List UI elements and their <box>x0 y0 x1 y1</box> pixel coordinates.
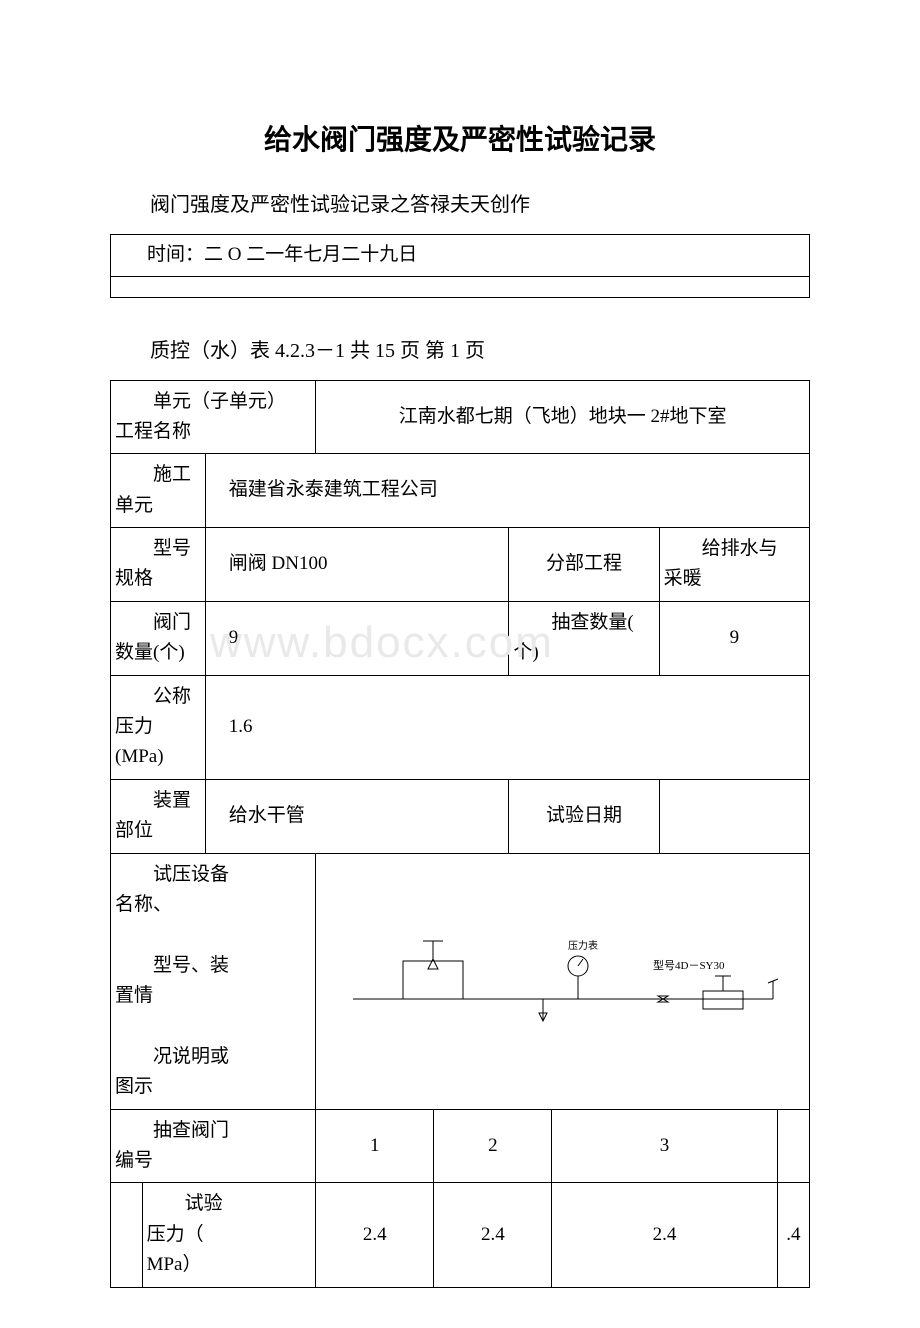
row-contractor: 施工单元 福建省永泰建筑工程公司 <box>111 454 810 528</box>
label-equipment: 试压设备名称、 型号、装置情 况说明或图示 <box>111 853 316 1109</box>
pressure-diagram-svg: 压力表 型号4D－SY30 <box>333 921 793 1041</box>
label-subproject: 分部工程 <box>509 528 659 602</box>
value-subproject: 给排水与采暖 <box>659 528 809 602</box>
row-valve-num: 抽查阀门编号 1 2 3 <box>111 1109 810 1183</box>
value-pressure: 1.6 <box>205 675 809 779</box>
label-model: 型号规格 <box>111 528 206 602</box>
value-valve-qty: 9 <box>205 601 509 675</box>
label-location: 装置部位 <box>111 779 206 853</box>
label-pressure: 公称压力(MPa) <box>111 675 206 779</box>
label-valve-qty: 阀门数量(个) <box>111 601 206 675</box>
valve-num-1: 1 <box>316 1109 434 1183</box>
valve-num-3: 3 <box>552 1109 777 1183</box>
time-box: 时间：二 O 二一年七月二十九日 <box>110 234 810 298</box>
value-location: 给水干管 <box>205 779 509 853</box>
svg-text:型号4D－SY30: 型号4D－SY30 <box>653 958 725 972</box>
time-blank <box>111 277 809 297</box>
svg-text:压力表: 压力表 <box>568 939 598 952</box>
value-model: 闸阀 DN100 <box>205 528 509 602</box>
label-contractor: 施工单元 <box>111 454 206 528</box>
tp-2: 2.4 <box>434 1183 552 1287</box>
subtitle: 阀门强度及严密性试验记录之答禄夫天创作 <box>110 190 810 220</box>
time-line: 时间：二 O 二一年七月二十九日 <box>111 235 809 277</box>
value-project: 江南水都七期（飞地）地块一 2#地下室 <box>316 380 810 454</box>
row-test-pressure: 试验压力（MPa） 2.4 2.4 2.4 .4 <box>111 1183 810 1287</box>
value-test-date <box>659 779 809 853</box>
page-title: 给水阀门强度及严密性试验记录 <box>110 120 810 162</box>
valve-num-2: 2 <box>434 1109 552 1183</box>
value-sample-qty: 9 <box>659 601 809 675</box>
row-valve-qty: 阀门数量(个) 9 抽查数量(个) 9 <box>111 601 810 675</box>
label-valve-num: 抽查阀门编号 <box>111 1109 316 1183</box>
valve-num-4 <box>777 1109 809 1183</box>
label-test-date: 试验日期 <box>509 779 659 853</box>
row-model: 型号规格 闸阀 DN100 分部工程 给排水与采暖 <box>111 528 810 602</box>
label-sample-qty: 抽查数量(个) <box>509 601 659 675</box>
diagram-cell: 压力表 型号4D－SY30 <box>316 853 810 1109</box>
label-test-pressure: 试验压力（MPa） <box>142 1183 316 1287</box>
tp-4: .4 <box>777 1183 809 1287</box>
value-contractor: 福建省永泰建筑工程公司 <box>205 454 809 528</box>
blank-left <box>111 1183 143 1287</box>
tp-3: 2.4 <box>552 1183 777 1287</box>
main-table: 单元（子单元）工程名称 江南水都七期（飞地）地块一 2#地下室 施工单元 福建省… <box>110 380 810 1288</box>
row-location: 装置部位 给水干管 试验日期 <box>111 779 810 853</box>
row-equipment: 试压设备名称、 型号、装置情 况说明或图示 压力表 <box>111 853 810 1109</box>
tp-1: 2.4 <box>316 1183 434 1287</box>
row-pressure: 公称压力(MPa) 1.6 <box>111 675 810 779</box>
label-project: 单元（子单元）工程名称 <box>111 380 316 454</box>
section-label: 质控（水）表 4.2.3－1 共 15 页 第 1 页 <box>110 336 810 366</box>
row-project-name: 单元（子单元）工程名称 江南水都七期（飞地）地块一 2#地下室 <box>111 380 810 454</box>
